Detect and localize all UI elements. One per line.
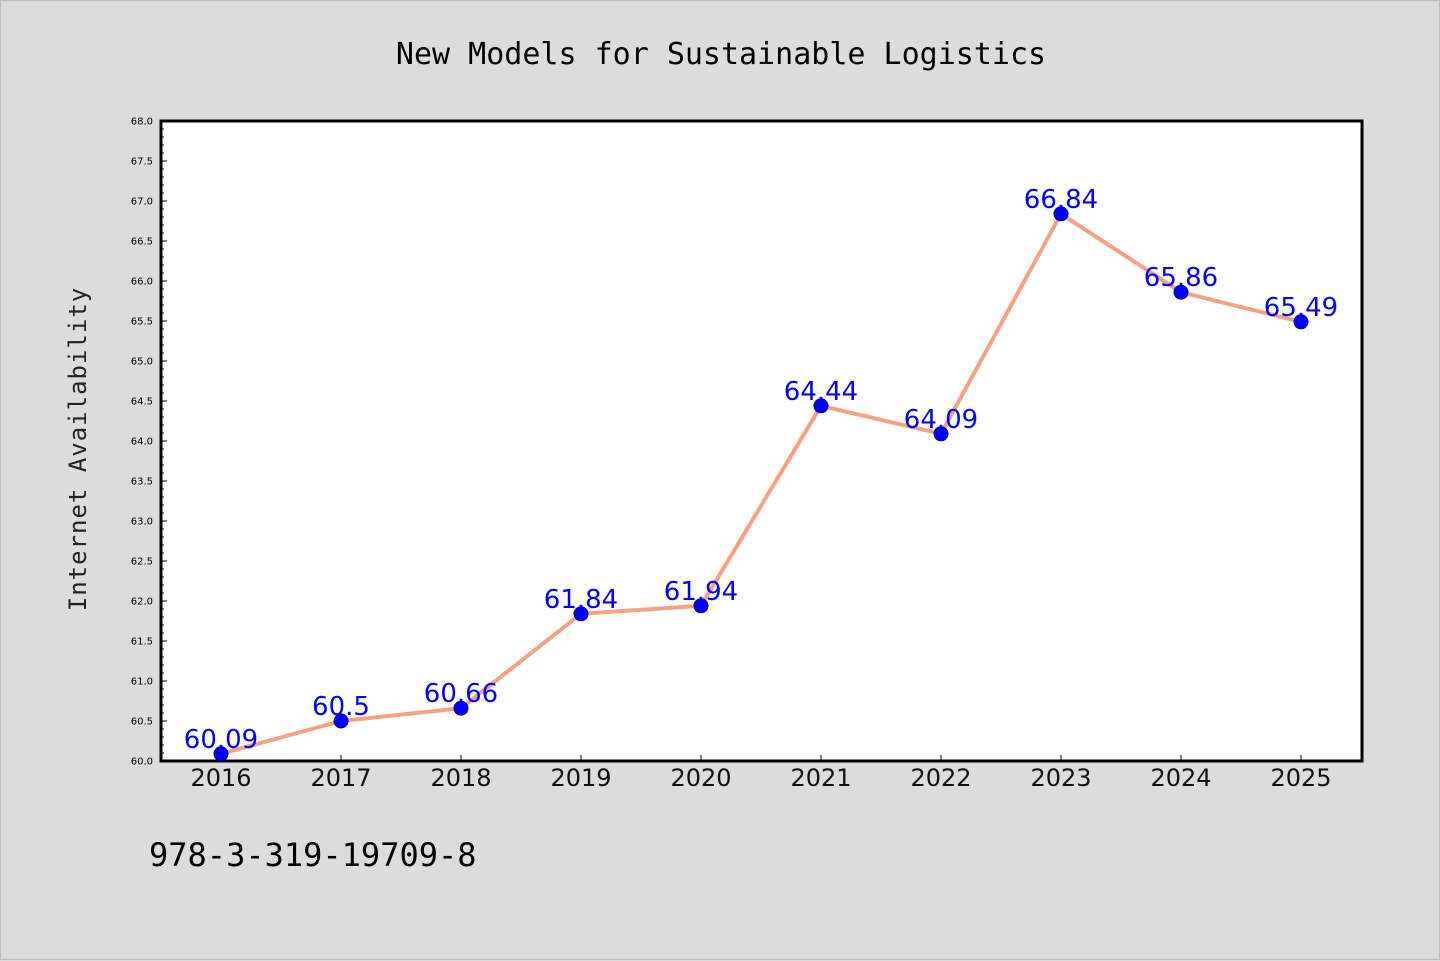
data-label: 61.94 [664, 577, 738, 607]
y-tick-label: 62.0 [131, 597, 153, 608]
y-tick-label: 66.5 [131, 237, 153, 248]
y-tick-label: 63.5 [131, 477, 153, 488]
data-point [573, 606, 589, 622]
data-label: 66.84 [1024, 185, 1098, 215]
data-label: 60.09 [184, 725, 258, 755]
series-line [219, 211, 1303, 756]
data-point [1293, 314, 1309, 330]
data-label: 64.44 [784, 377, 858, 407]
y-tick-label: 63.0 [131, 517, 153, 528]
x-tick-label: 2024 [1150, 764, 1211, 792]
data-point [813, 398, 829, 414]
y-tick-label: 62.5 [131, 557, 153, 568]
y-tick-label: 61.0 [131, 677, 153, 688]
x-tick-label: 2017 [310, 764, 371, 792]
data-point [213, 746, 229, 762]
data-point [693, 598, 709, 614]
x-tick-label: 2019 [550, 764, 611, 792]
data-point [1053, 206, 1069, 222]
x-axis: 2016 2017 2018 2019 2020 2021 2022 2023 2024 2025 [190, 755, 1332, 792]
data-point [453, 700, 469, 716]
data-point [1173, 284, 1189, 300]
data-label: 60.5 [312, 692, 370, 722]
data-point [333, 713, 349, 729]
y-tick-label: 65.0 [131, 357, 153, 368]
chart-title: New Models for Sustainable Logistics [396, 37, 1046, 72]
y-tick-label: 67.5 [131, 157, 153, 168]
x-tick-label: 2018 [430, 764, 491, 792]
x-tick-label: 2025 [1270, 764, 1331, 792]
x-tick-label: 2022 [910, 764, 971, 792]
y-tick-label: 60.0 [131, 757, 153, 768]
data-label: 60.66 [424, 679, 498, 709]
data-point [933, 426, 949, 442]
series-layer [213, 206, 1309, 762]
y-tick-label: 68.0 [131, 117, 153, 128]
plot-area [159, 119, 1364, 763]
data-label: 65.86 [1144, 263, 1218, 293]
x-tick-label: 2016 [190, 764, 251, 792]
y-tick-label: 67.0 [131, 197, 153, 208]
data-label: 61.84 [544, 585, 618, 615]
y-tick-label: 65.5 [131, 317, 153, 328]
data-label: 64.09 [904, 405, 978, 435]
data-labels-layer: 60.09 60.5 60.66 61.84 61.94 64.44 64.09 66.84 6… [184, 185, 1338, 755]
x-tick-label: 2020 [670, 764, 731, 792]
y-tick-label: 60.5 [131, 717, 153, 728]
y-tick-label: 61.5 [131, 637, 153, 648]
y-axis-label: Internet Availability [64, 287, 92, 611]
x-tick-label: 2023 [1030, 764, 1091, 792]
data-label: 65.49 [1264, 293, 1338, 323]
y-tick-label: 64.0 [131, 437, 153, 448]
y-axis: 60.0 60.5 61.0 61.5 62.0 62.5 63.0 63.5 64.0 64.5… [131, 117, 167, 768]
y-tick-label: 64.5 [131, 397, 153, 408]
x-tick-label: 2021 [790, 764, 851, 792]
y-tick-label: 66.0 [131, 277, 153, 288]
isbn-text: 978-3-319-19709-8 [149, 836, 477, 874]
